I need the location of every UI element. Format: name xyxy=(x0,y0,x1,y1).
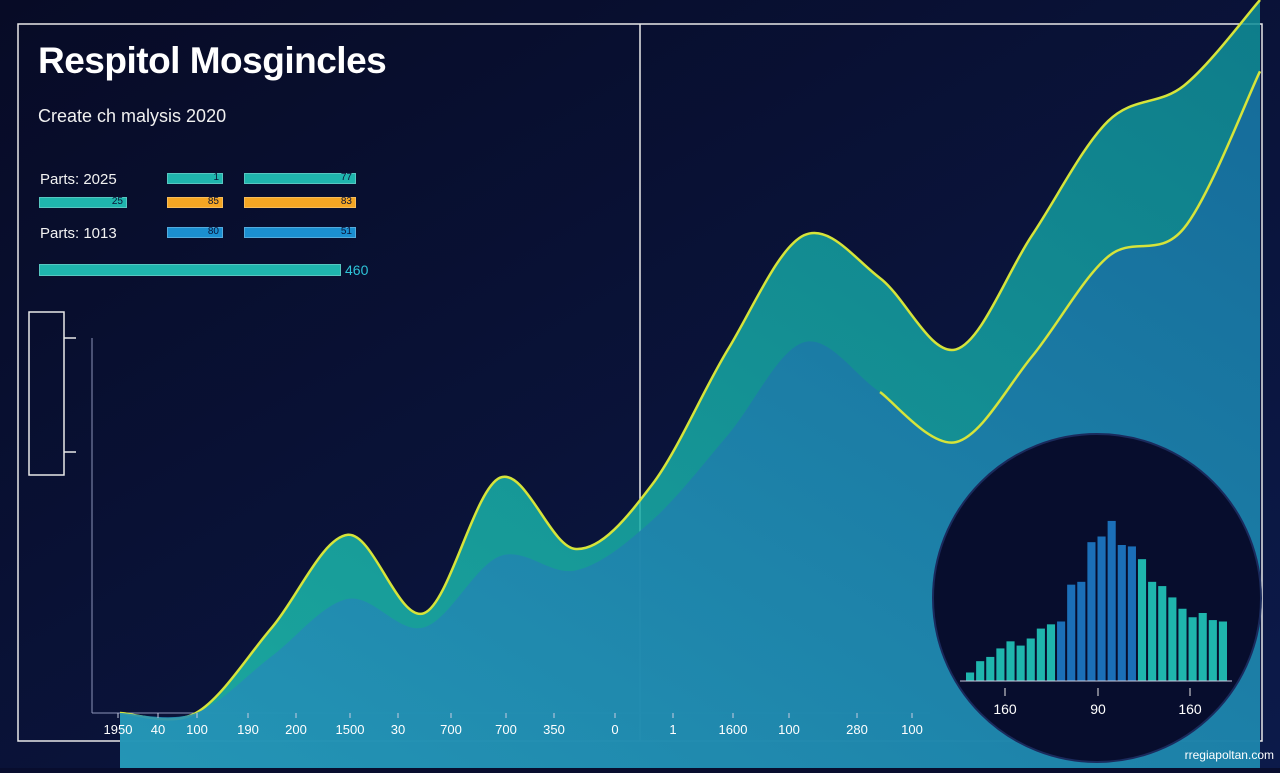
summary-bar: 77 xyxy=(244,173,356,184)
x-tick-label: 1 xyxy=(669,722,676,737)
x-tick-label: 100 xyxy=(901,722,923,737)
summary-bar-value: 85 xyxy=(208,196,219,207)
summary-bar: 25 xyxy=(39,197,127,208)
histogram-bar xyxy=(966,673,974,682)
summary-bar-value: 83 xyxy=(341,196,352,207)
x-tick-label: 1600 xyxy=(719,722,748,737)
histogram-bar xyxy=(1057,622,1065,682)
histogram-bar xyxy=(1148,582,1156,681)
credit-text: rregiapoltan.com xyxy=(1185,748,1274,762)
histogram-bar xyxy=(1017,646,1025,681)
histogram-bar xyxy=(1168,597,1176,681)
summary-bar-value: 25 xyxy=(112,196,123,207)
histogram-bar xyxy=(1067,585,1075,681)
summary-row-label: Parts: 2025 xyxy=(40,171,117,188)
x-tick-label: 30 xyxy=(391,722,405,737)
summary-bar: 83 xyxy=(244,197,356,208)
histogram-bar xyxy=(1047,624,1055,681)
histogram-bar xyxy=(1006,641,1014,681)
x-tick-label: 200 xyxy=(285,722,307,737)
summary-bar: 80 xyxy=(167,227,223,238)
x-tick-label: 280 xyxy=(846,722,868,737)
x-tick-label: 350 xyxy=(543,722,565,737)
histogram-bar xyxy=(1178,609,1186,681)
x-tick-label: 1950 xyxy=(104,722,133,737)
histogram-bar xyxy=(1037,629,1045,681)
histogram-bar xyxy=(1098,537,1106,682)
histogram-bar xyxy=(1189,617,1197,681)
x-tick-label: 190 xyxy=(237,722,259,737)
histogram-bar xyxy=(1128,546,1136,681)
x-tick-label: 100 xyxy=(186,722,208,737)
x-tick-label: 700 xyxy=(495,722,517,737)
summary-row-label: Parts: 1013 xyxy=(40,225,117,242)
summary-total-bar xyxy=(39,264,341,276)
summary-bar-value: 51 xyxy=(341,226,352,237)
histogram-bar xyxy=(996,648,1004,681)
histogram-bar xyxy=(1108,521,1116,681)
histogram-bar xyxy=(1138,559,1146,681)
chart-subtitle: Create ch malysis 2020 xyxy=(38,106,226,127)
x-tick-label: 1500 xyxy=(336,722,365,737)
summary-bar: 51 xyxy=(244,227,356,238)
summary-total-value: 460 xyxy=(345,262,368,278)
histogram-bar xyxy=(976,661,984,681)
histogram-bar xyxy=(1219,622,1227,682)
histogram-tick-label: 90 xyxy=(1090,701,1106,717)
chart-title: Respitol Mosgincles xyxy=(38,40,386,82)
summary-bar-value: 77 xyxy=(341,172,352,183)
histogram-bar xyxy=(1199,613,1207,681)
histogram-tick-label: 160 xyxy=(993,701,1017,717)
summary-bar: 85 xyxy=(167,197,223,208)
summary-bar-value: 80 xyxy=(208,226,219,237)
x-tick-label: 100 xyxy=(778,722,800,737)
x-tick-label: 40 xyxy=(151,722,165,737)
histogram-bar xyxy=(1118,545,1126,681)
histogram-bar xyxy=(1158,586,1166,681)
histogram-bar xyxy=(1209,620,1217,681)
histogram-bar xyxy=(1087,542,1095,681)
histogram-bar xyxy=(1077,582,1085,681)
histogram-tick-label: 160 xyxy=(1178,701,1202,717)
x-tick-label: 700 xyxy=(440,722,462,737)
histogram-bar xyxy=(1027,639,1035,682)
summary-bar-value: 1 xyxy=(213,172,219,183)
summary-bar: 1 xyxy=(167,173,223,184)
histogram-bar xyxy=(986,657,994,681)
x-tick-label: 0 xyxy=(611,722,618,737)
